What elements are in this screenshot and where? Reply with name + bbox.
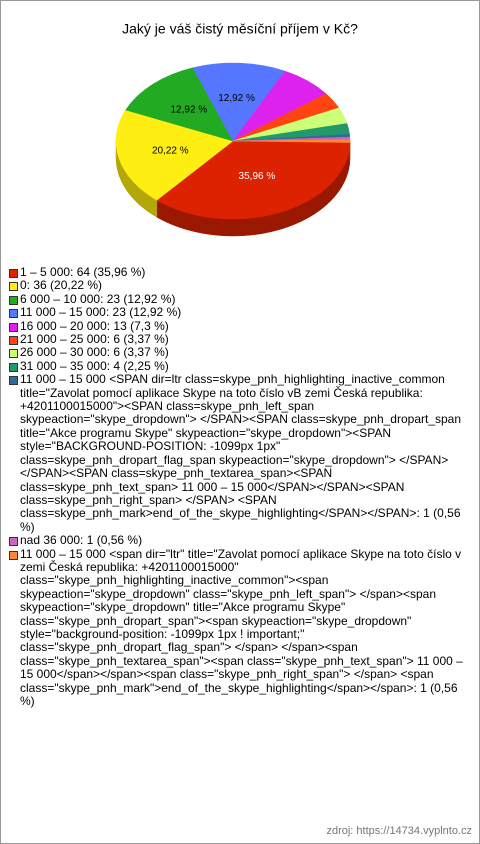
legend-label: 1 – 5 000: 64 (35,96 %) — [20, 265, 146, 279]
source: zdroj: https://14734.vyplnto.cz — [326, 825, 472, 837]
legend-swatch — [9, 362, 18, 372]
legend-label: nad 36 000: 1 (0,56 %) — [20, 533, 143, 548]
legend-entry: 11 000 – 15 000 <span dir="ltr" title="Z… — [8, 546, 470, 709]
legend-swatch — [9, 550, 18, 560]
legend-entry: 31 000 – 35 000: 4 (2,25 %) — [8, 358, 470, 373]
chart: Jaký je váš čistý měsíční příjem v Kč? 3… — [115, 21, 358, 237]
legend-swatch — [9, 336, 18, 346]
slice — [115, 109, 234, 201]
slice — [232, 139, 351, 143]
legend-swatch — [9, 322, 18, 332]
legend-entry: 11 000 – 15 000 <SPAN dir=ltr class=skyp… — [8, 373, 470, 534]
legend-swatch — [9, 295, 18, 305]
legend-label: 11 000 – 15 000 <SPAN dir=ltr class=skyp… — [20, 372, 462, 534]
legend-swatch — [9, 349, 18, 359]
legend-entry: 11 000 – 15 000: 23 (12,92 %) — [8, 306, 470, 319]
legend-label: 26 000 – 30 000: 6 (3,37 %) — [20, 345, 169, 360]
legend: 1 – 5 000: 64 (35,96 %) 0: 36 (20,22 %) 6 … — [8, 265, 470, 709]
legend-label: 11 000 – 15 000: 23 (12,92 %) — [20, 305, 182, 320]
legend-label: 6 000 – 10 000: 23 (12,92 %) — [20, 291, 176, 306]
legend-entry: 26 000 – 30 000: 6 (3,37 %) — [8, 346, 470, 359]
legend-swatch — [9, 309, 18, 319]
legend-label: 21 000 – 25 000: 6 (3,37 %) — [20, 332, 169, 347]
legend-entry: 6 000 – 10 000: 23 (12,92 %) — [8, 291, 470, 306]
slice-label: 12,92 % — [170, 104, 207, 115]
slice-label: 20,22 % — [152, 145, 189, 156]
legend-label: 0: 36 (20,22 %) — [20, 278, 103, 293]
legend-swatch — [9, 537, 18, 547]
legend-label: 31 000 – 35 000: 4 (2,25 %) — [20, 358, 169, 373]
legend-entry: nad 36 000: 1 (0,56 %) — [8, 533, 470, 548]
slice-label: 12,92 % — [218, 93, 255, 104]
slice — [125, 67, 234, 142]
slice-label: 35,96 % — [239, 171, 276, 182]
legend-swatch — [9, 376, 18, 386]
legend-label: 11 000 – 15 000 <span dir="ltr" title="Z… — [20, 546, 463, 708]
legend-label: 16 000 – 20 000: 13 (7,3 %) — [20, 318, 169, 333]
chart-title: Jaký je váš čistý měsíční příjem v Kč? — [122, 21, 358, 37]
legend-entry: 1 – 5 000: 64 (35,96 %) — [8, 265, 470, 279]
legend-swatch — [9, 269, 18, 278]
slice — [156, 140, 351, 220]
legend-entry: 16 000 – 20 000: 13 (7,3 %) — [8, 318, 470, 333]
legend-entry: 21 000 – 25 000: 6 (3,37 %) — [8, 332, 470, 347]
slice — [192, 62, 286, 142]
legend-entry: 0: 36 (20,22 %) — [8, 279, 470, 292]
legend-swatch — [9, 282, 18, 292]
